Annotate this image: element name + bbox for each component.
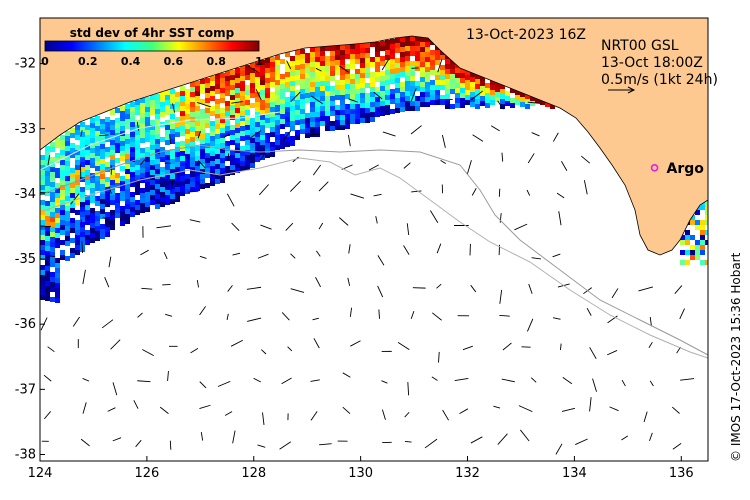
- lat-tick-label: -38: [15, 447, 36, 462]
- colorbar-tick-label: 0: [41, 55, 49, 68]
- date-label: 13-Oct-2023 16Z: [466, 27, 586, 43]
- argo-label: Argo: [667, 161, 705, 177]
- lon-tick-label: 134: [562, 466, 587, 481]
- lat-tick-label: -37: [15, 382, 36, 397]
- lat-tick-label: -36: [15, 317, 36, 332]
- lat-tick-label: -35: [15, 252, 36, 267]
- colorbar-title: std dev of 4hr SST comp: [70, 26, 235, 40]
- colorbar-tick-label: 0.4: [121, 55, 141, 68]
- lon-tick-label: 126: [134, 466, 159, 481]
- lat-tick-label: -33: [15, 122, 36, 137]
- colorbar-tick-label: 0.6: [164, 55, 184, 68]
- colorbar-tick-label: 1: [255, 55, 263, 68]
- lat-tick-label: -34: [15, 187, 36, 202]
- lat-tick-label: -32: [15, 57, 36, 72]
- lon-tick-label: 130: [348, 466, 373, 481]
- lon-tick-label: 124: [28, 466, 53, 481]
- product-label: NRT00 GSL: [601, 38, 679, 54]
- lon-tick-label: 132: [455, 466, 480, 481]
- lon-tick-label: 136: [669, 466, 694, 481]
- scale-label: 0.5m/s (1kt 24h): [601, 72, 718, 88]
- colorbar-gradient: [45, 41, 259, 51]
- credit-label: © IMOS 17-Oct-2023 15:36 Hobart: [729, 252, 743, 462]
- valid-time-label: 13-Oct 18:00Z: [601, 55, 703, 71]
- colorbar-tick-label: 0.2: [78, 55, 98, 68]
- lon-tick-label: 128: [241, 466, 266, 481]
- colorbar-tick-label: 0.8: [206, 55, 226, 68]
